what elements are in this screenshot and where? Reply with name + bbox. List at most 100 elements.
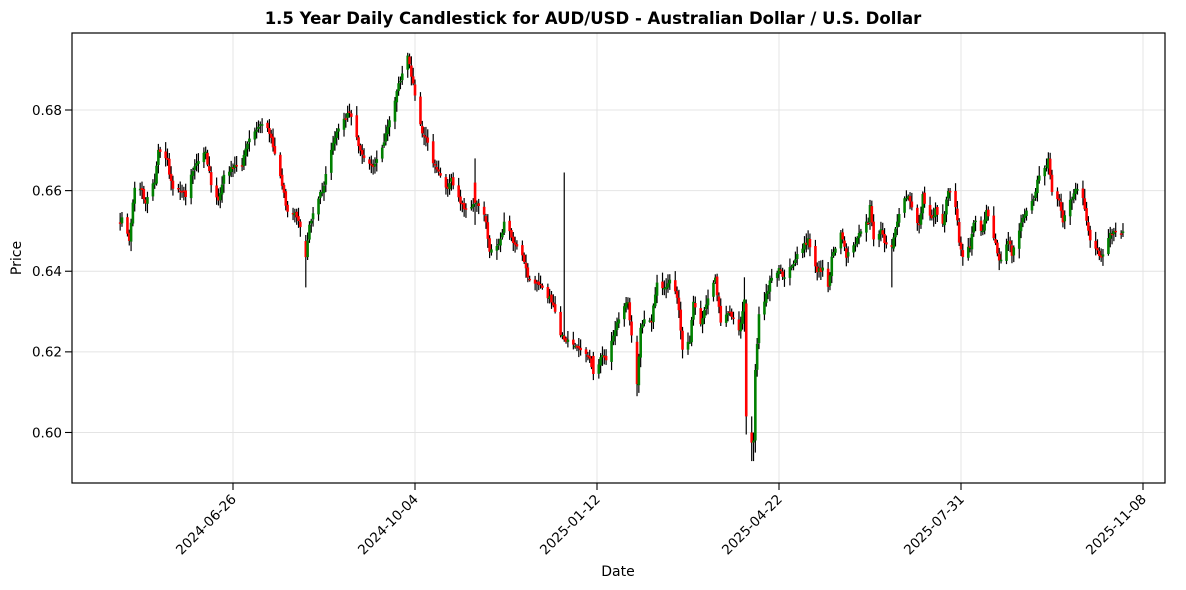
candle	[1087, 216, 1090, 236]
candle	[936, 205, 939, 222]
candle-body	[451, 177, 455, 186]
candle-body	[484, 216, 488, 223]
candle	[764, 283, 768, 307]
candle-body	[1083, 198, 1087, 210]
candle-body	[859, 231, 863, 234]
candle	[319, 189, 322, 205]
candle	[524, 254, 528, 278]
candle	[513, 236, 517, 253]
candle-body	[191, 171, 195, 176]
candle	[180, 184, 184, 198]
x-tick-label: 2024-10-04	[355, 492, 422, 559]
candle-body	[533, 279, 537, 284]
candle-body	[855, 237, 859, 244]
x-tick-label: 2025-11-08	[1083, 492, 1150, 559]
candle	[399, 76, 402, 90]
candle	[890, 239, 894, 288]
x-tick-label: 2025-07-31	[901, 492, 968, 559]
candle	[1083, 188, 1087, 211]
candle	[1043, 165, 1047, 186]
candle-body	[788, 267, 792, 278]
candle-body	[661, 281, 664, 289]
candle-body	[193, 166, 197, 170]
candle	[1037, 166, 1041, 184]
candle	[346, 105, 349, 122]
candle	[228, 166, 231, 184]
x-tick-label: 2025-04-22	[719, 492, 786, 559]
candle-body	[1094, 240, 1097, 249]
candle-body	[1045, 165, 1048, 167]
candle	[375, 150, 379, 172]
candle-body	[664, 286, 668, 290]
y-tick-label: 0.68	[32, 103, 62, 119]
candle	[233, 156, 237, 174]
candle-body	[475, 202, 479, 205]
candle-body	[329, 149, 333, 173]
candle-body	[679, 309, 683, 331]
candle-body	[178, 190, 182, 193]
y-tick-label: 0.66	[32, 183, 62, 199]
candle-body	[350, 113, 353, 117]
candle	[586, 351, 590, 361]
candle	[655, 274, 659, 304]
candle-body	[892, 237, 895, 249]
candle	[118, 212, 122, 231]
candle	[750, 416, 753, 462]
candle-body	[906, 196, 910, 198]
candle-body	[552, 302, 555, 306]
grid-layer	[72, 33, 1165, 483]
candle-body	[970, 233, 974, 250]
candle-body	[335, 131, 339, 138]
candle-body	[184, 190, 187, 197]
candle	[908, 192, 912, 210]
candle-body	[413, 84, 417, 96]
candle	[1045, 158, 1048, 172]
candle	[966, 238, 970, 261]
candle-body	[437, 169, 440, 172]
candle	[1074, 182, 1077, 201]
candle-body	[870, 206, 874, 223]
candle-body	[180, 191, 184, 193]
candle	[635, 335, 639, 397]
candle-body	[763, 301, 766, 315]
candle-body	[610, 340, 613, 362]
candle-body	[526, 267, 530, 278]
candle	[397, 76, 400, 96]
candle	[868, 199, 872, 230]
candle	[562, 172, 566, 342]
candle	[508, 215, 511, 240]
candle-body	[743, 299, 746, 312]
candle-body	[643, 319, 646, 324]
candle-body	[448, 183, 451, 189]
candle-body	[410, 65, 413, 77]
candle	[528, 275, 531, 282]
candle	[257, 120, 260, 133]
candle-body	[1099, 255, 1103, 258]
candle	[406, 52, 410, 78]
candle-body	[524, 262, 528, 269]
candle	[974, 215, 977, 232]
candle	[138, 182, 142, 196]
candle-body	[666, 283, 670, 288]
candle-body	[604, 355, 608, 361]
candle	[648, 317, 652, 323]
candle	[1005, 238, 1008, 265]
candle	[808, 233, 812, 257]
candle	[732, 311, 735, 325]
candle	[737, 311, 741, 336]
candle-body	[830, 256, 834, 277]
candle-body	[228, 171, 231, 176]
candle-body	[566, 339, 570, 342]
candle-body	[712, 282, 715, 297]
candle-body	[155, 165, 158, 184]
candle	[755, 338, 759, 377]
candle-body	[357, 137, 360, 147]
candle-body	[897, 214, 901, 223]
candle-body	[775, 272, 779, 278]
candle-body	[257, 126, 260, 129]
candle-body	[803, 242, 806, 250]
candle	[395, 89, 399, 112]
candle	[1008, 236, 1012, 253]
candle-body	[930, 215, 934, 219]
